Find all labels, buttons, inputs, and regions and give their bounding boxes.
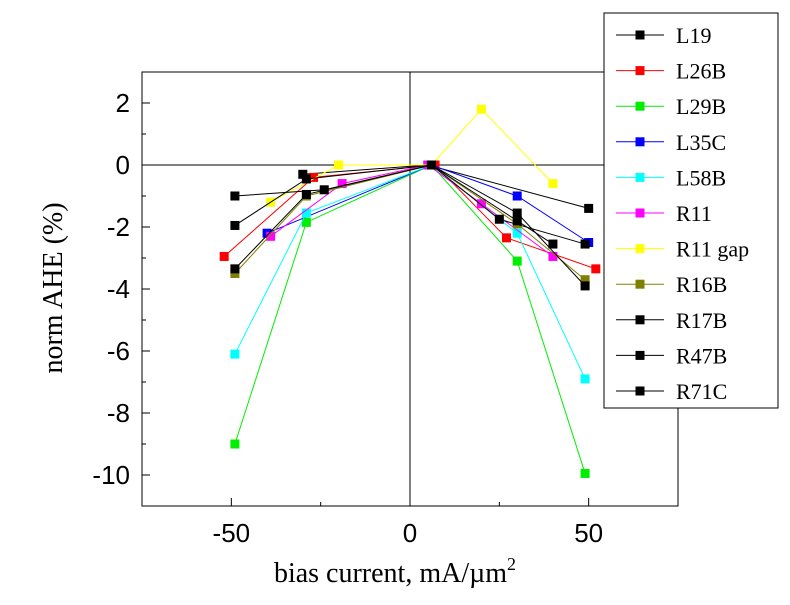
legend-marker (635, 66, 645, 76)
legend-marker (635, 30, 645, 40)
x-tick-label: -50 (213, 518, 251, 548)
data-point (334, 160, 344, 170)
y-tick-label: -2 (107, 212, 130, 242)
y-tick-label: -6 (107, 336, 130, 366)
data-point (548, 239, 558, 249)
legend-label: L29B (676, 94, 726, 119)
legend-item: L19 (616, 23, 711, 48)
x-tick-label: 0 (403, 518, 417, 548)
y-axis-title: norm AHE (%) (38, 202, 69, 373)
y-tick-label: -4 (107, 274, 130, 304)
data-point (580, 468, 590, 478)
x-axis-title: bias current, mA/µm2 (274, 554, 516, 589)
legend-label: R17B (676, 308, 727, 333)
data-point (230, 269, 240, 278)
data-point (219, 251, 229, 261)
data-point (266, 231, 276, 241)
legend-marker (635, 350, 645, 360)
axes: -50 0 50 2 0 -2 -4 -6 -8 -10 (92, 71, 679, 548)
series-line (270, 108, 554, 203)
y-tick-label: 0 (116, 150, 130, 180)
legend-label: R11 gap (676, 237, 749, 262)
legend-item: R71C (616, 379, 727, 404)
data-point (512, 208, 522, 218)
data-point (319, 185, 329, 195)
legend-label: R47B (676, 343, 727, 368)
data-point (512, 216, 522, 226)
legend-item: R16B (616, 272, 727, 297)
legend: L19 L26B L29B L35C L58B R11 R11 gap R16B R17B R47… (603, 12, 779, 409)
data-point (298, 169, 308, 179)
legend-marker (635, 172, 645, 182)
legend-label: L35C (676, 130, 726, 155)
series-layer (219, 104, 601, 478)
legend-item: R11 gap (616, 237, 749, 262)
data-point (230, 264, 240, 274)
x-axis-title-text: bias current, mA/µm (274, 558, 507, 589)
legend-box (603, 12, 779, 409)
data-point (309, 172, 319, 182)
y-tick-label: -8 (107, 398, 130, 428)
legend-label: R71C (676, 379, 727, 404)
legend-item: L29B (616, 94, 726, 119)
data-point (580, 239, 590, 249)
legend-item: L26B (616, 59, 726, 84)
data-point (230, 349, 240, 359)
legend-marker (635, 137, 645, 147)
legend-item: R11 (616, 201, 712, 226)
data-point (548, 251, 558, 261)
data-point (501, 233, 511, 243)
data-point (512, 191, 522, 201)
y-tick-label: 2 (116, 88, 130, 118)
legend-label: R16B (676, 272, 727, 297)
legend-item: L35C (616, 130, 726, 155)
legend-item: R47B (616, 343, 727, 368)
legend-label: L26B (676, 59, 726, 84)
data-point (230, 220, 240, 230)
legend-marker (635, 279, 645, 289)
data-point (337, 179, 347, 189)
series-line (266, 164, 589, 243)
legend-marker (635, 208, 645, 218)
data-point (580, 374, 590, 384)
data-point (494, 214, 504, 224)
data-point (301, 217, 311, 227)
legend-label: L19 (676, 23, 711, 48)
x-tick-label: 50 (574, 518, 603, 548)
y-tick-label: -10 (92, 460, 130, 490)
legend-label: R11 (676, 201, 712, 226)
data-point (580, 275, 590, 285)
data-point (301, 208, 311, 218)
legend-item: R17B (616, 308, 727, 333)
data-point (512, 256, 522, 266)
data-point (230, 439, 240, 449)
data-point (301, 189, 311, 199)
data-point (476, 199, 486, 209)
data-point (584, 203, 594, 213)
legend-item: L58B (616, 165, 726, 190)
data-point (591, 264, 601, 274)
data-point (426, 160, 436, 170)
legend-marker (635, 386, 645, 396)
data-point (476, 104, 486, 114)
data-point (580, 281, 590, 291)
data-point (230, 191, 240, 201)
x-axis-title-superscript: 2 (507, 554, 516, 574)
legend-marker (635, 315, 645, 325)
data-point (548, 179, 558, 189)
legend-marker (635, 244, 645, 254)
data-point (512, 228, 522, 238)
legend-label: L58B (676, 165, 726, 190)
data-point (301, 174, 311, 184)
legend-marker (635, 101, 645, 111)
series-r71c (230, 160, 558, 249)
